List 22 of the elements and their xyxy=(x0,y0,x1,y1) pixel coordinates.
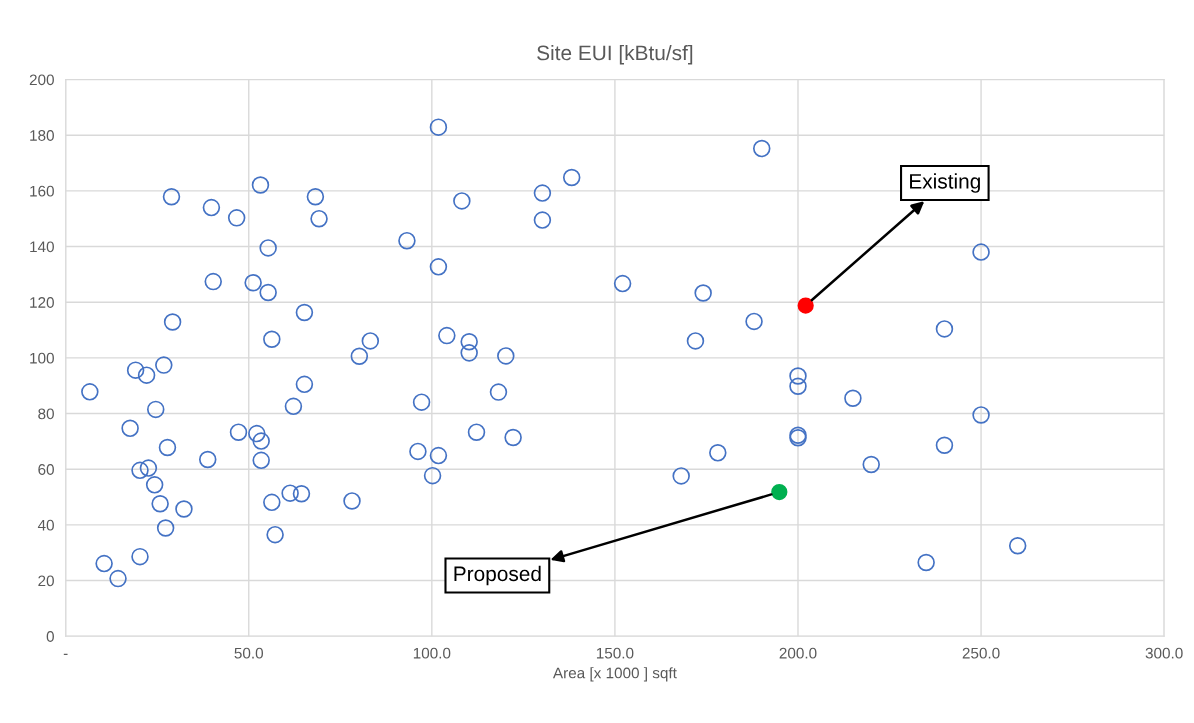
y-tick-label: 160 xyxy=(30,185,54,197)
y-tick-label: 20 xyxy=(38,575,54,587)
chart-title: Site EUI [kBtu/sf] xyxy=(537,44,693,65)
x-tick-label: 100.0 xyxy=(413,647,451,659)
x-tick-label: 250.0 xyxy=(962,647,1000,659)
y-tick-label: 60 xyxy=(38,464,54,475)
x-tick-label: 200.0 xyxy=(779,647,817,659)
y-tick-label: 140 xyxy=(30,241,54,253)
y-tick-label: 100 xyxy=(30,352,54,364)
x-tick-label: 150.0 xyxy=(596,647,634,659)
y-tick-label: 80 xyxy=(38,408,54,420)
y-tick-label: 0 xyxy=(46,631,54,642)
x-axis-title: Area [x 1000 ] sqft xyxy=(552,667,677,682)
y-tick-label: 120 xyxy=(30,297,54,308)
x-tick-label: 300.0 xyxy=(1145,647,1183,659)
x-tick-label: 50.0 xyxy=(234,647,264,659)
y-tick-label: 40 xyxy=(37,519,54,531)
x-tick-label: - xyxy=(63,653,68,655)
y-tick-label: 180 xyxy=(30,130,54,141)
annotation: Proposed xyxy=(454,565,541,586)
annotation: Existing xyxy=(910,173,980,193)
y-tick-label: 200 xyxy=(29,74,54,86)
